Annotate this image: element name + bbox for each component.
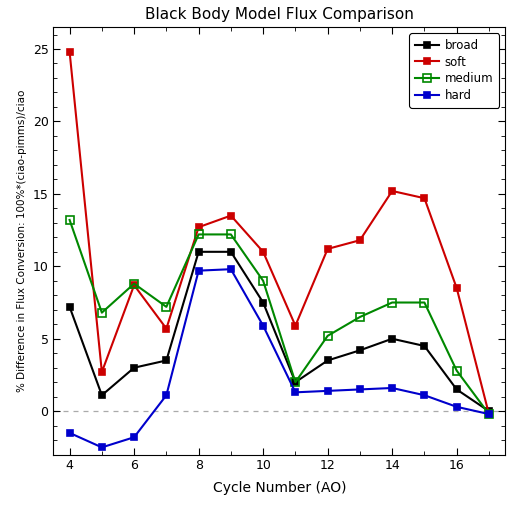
Title: Black Body Model Flux Comparison: Black Body Model Flux Comparison — [145, 7, 414, 22]
hard — [67, 430, 73, 436]
broad — [486, 408, 492, 414]
soft — [421, 195, 428, 201]
medium — [163, 304, 169, 310]
broad — [357, 347, 363, 353]
medium — [99, 310, 105, 316]
soft — [486, 411, 492, 417]
soft — [454, 285, 460, 291]
medium — [67, 217, 73, 223]
broad — [292, 379, 298, 385]
broad — [99, 392, 105, 398]
medium — [357, 314, 363, 320]
hard — [99, 444, 105, 451]
hard — [389, 385, 395, 391]
medium — [389, 300, 395, 306]
medium — [260, 278, 266, 284]
hard — [163, 392, 169, 398]
soft — [99, 369, 105, 375]
hard — [325, 388, 331, 394]
medium — [131, 281, 137, 287]
hard — [228, 266, 234, 272]
Line: broad: broad — [66, 248, 493, 415]
broad — [196, 249, 202, 255]
hard — [260, 323, 266, 329]
medium — [486, 411, 492, 417]
Line: soft: soft — [66, 49, 493, 417]
soft — [292, 323, 298, 329]
broad — [421, 343, 428, 349]
broad — [454, 387, 460, 393]
medium — [454, 368, 460, 374]
soft — [228, 212, 234, 219]
broad — [163, 357, 169, 364]
soft — [357, 237, 363, 243]
hard — [454, 404, 460, 410]
medium — [421, 300, 428, 306]
hard — [196, 268, 202, 274]
Line: hard: hard — [66, 266, 493, 451]
soft — [260, 249, 266, 255]
soft — [131, 282, 137, 288]
medium — [196, 231, 202, 238]
hard — [357, 387, 363, 393]
soft — [325, 246, 331, 252]
broad — [325, 357, 331, 364]
broad — [228, 249, 234, 255]
Y-axis label: % Difference in Flux Conversion: 100%*(ciao-pimms)/ciao: % Difference in Flux Conversion: 100%*(c… — [17, 90, 27, 392]
hard — [292, 389, 298, 395]
broad — [260, 300, 266, 306]
broad — [389, 336, 395, 342]
hard — [421, 392, 428, 398]
soft — [163, 326, 169, 332]
broad — [67, 304, 73, 310]
medium — [325, 333, 331, 339]
medium — [228, 231, 234, 238]
soft — [389, 188, 395, 194]
X-axis label: Cycle Number (AO): Cycle Number (AO) — [212, 481, 346, 495]
soft — [196, 224, 202, 230]
hard — [486, 411, 492, 417]
medium — [292, 379, 298, 385]
hard — [131, 434, 137, 440]
Legend: broad, soft, medium, hard: broad, soft, medium, hard — [409, 33, 499, 108]
Line: medium: medium — [66, 216, 493, 418]
broad — [131, 365, 137, 371]
soft — [67, 49, 73, 55]
